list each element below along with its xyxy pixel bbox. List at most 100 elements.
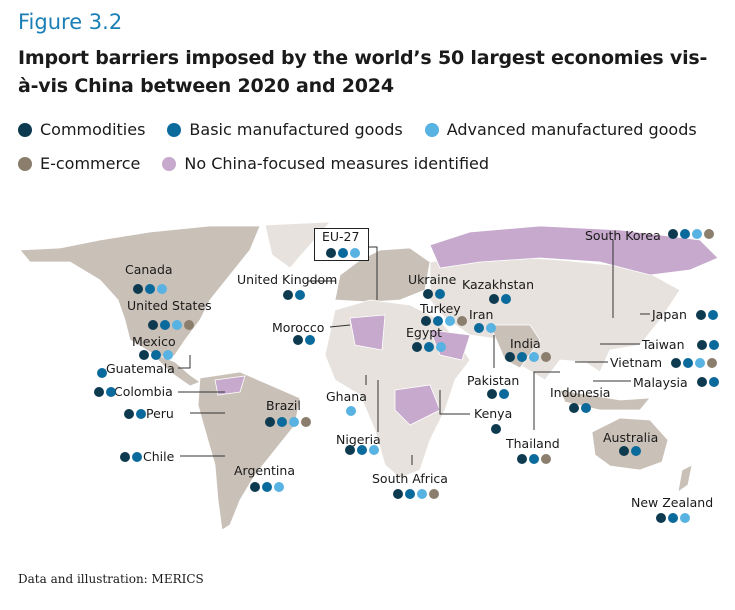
- central-africa-none: [394, 384, 441, 426]
- ecommerce-dot: [541, 454, 551, 464]
- country-label-india: India: [510, 336, 541, 351]
- commodities-dot: [421, 316, 431, 326]
- basic-dot: [338, 248, 348, 258]
- country-label-indonesia: Indonesia: [550, 385, 611, 400]
- measure-dots-thailand: [517, 454, 551, 464]
- country-label-eu-27: EU-27: [322, 229, 360, 244]
- north-america: [19, 225, 261, 363]
- measure-dots-chile: [120, 452, 142, 462]
- measure-dots-brazil: [265, 417, 311, 427]
- advanced-dot: [680, 513, 690, 523]
- country-label-colombia: Colombia: [114, 384, 173, 399]
- commodities-dot: [517, 454, 527, 464]
- commodities-dot: [133, 284, 143, 294]
- commodities-dot: [491, 424, 501, 434]
- ecommerce-dot: [707, 358, 717, 368]
- basic-dot: [474, 323, 484, 333]
- basic-dot: [529, 454, 539, 464]
- legend-label: Commodities: [40, 120, 146, 139]
- ecommerce-dot: [184, 320, 194, 330]
- basic-dot: [305, 335, 315, 345]
- commodities-dot: [326, 248, 336, 258]
- country-label-kazakhstan: Kazakhstan: [462, 277, 535, 292]
- commodities-dot: [139, 350, 149, 360]
- country-label-vietnam: Vietnam: [610, 355, 663, 370]
- commodities-dot: [250, 482, 260, 492]
- commodities-dot: [619, 446, 629, 456]
- commodities-swatch-icon: [18, 122, 32, 137]
- measure-dots-colombia: [94, 387, 116, 397]
- measure-dots-ghana: [346, 406, 356, 416]
- advanced-dot: [172, 320, 182, 330]
- measure-dots-egypt: [412, 342, 446, 352]
- advanced-dot: [163, 350, 173, 360]
- basic-dot: [709, 377, 719, 387]
- measure-dots-eu-27: [326, 248, 360, 258]
- commodities-dot: [423, 289, 433, 299]
- country-label-canada: Canada: [125, 262, 173, 277]
- advanced-dot: [289, 417, 299, 427]
- legend-basic: Basic manufactured goods: [167, 120, 403, 139]
- commodities-dot: [697, 377, 707, 387]
- figure-title: Import barriers imposed by the world’s 5…: [18, 47, 708, 97]
- commodities-dot: [120, 452, 130, 462]
- measure-dots-turkey: [421, 316, 467, 326]
- measure-dots-kenya: [491, 424, 501, 434]
- commodities-dot: [293, 335, 303, 345]
- basic-dot: [405, 489, 415, 499]
- europe: [334, 247, 431, 303]
- measure-dots-united-states: [148, 320, 194, 330]
- ecommerce-dot: [301, 417, 311, 427]
- legend-label: Advanced manufactured goods: [446, 120, 697, 139]
- measure-dots-canada: [133, 284, 167, 294]
- basic-dot: [106, 387, 116, 397]
- advanced-swatch-icon: [424, 122, 439, 137]
- basic-dot: [433, 316, 443, 326]
- advanced-dot: [350, 248, 360, 258]
- measure-dots-peru: [124, 409, 146, 419]
- commodities-dot: [94, 387, 104, 397]
- legend-none: No China-focused measures identified: [162, 154, 489, 173]
- commodities-dot: [148, 320, 158, 330]
- country-label-egypt: Egypt: [406, 325, 443, 340]
- legend-row-2: E-commerce No China-focused measures ide…: [18, 154, 489, 173]
- basic-dot: [709, 340, 719, 350]
- basic-dot: [668, 513, 678, 523]
- commodities-dot: [124, 409, 134, 419]
- basic-dot: [501, 294, 511, 304]
- country-label-turkey: Turkey: [420, 301, 461, 316]
- advanced-dot: [274, 482, 284, 492]
- measure-dots-united-kingdom: [283, 290, 305, 300]
- legend-row-1: Commodities Basic manufactured goods Adv…: [18, 120, 697, 139]
- commodities-dot: [668, 229, 678, 239]
- russia: [429, 225, 719, 276]
- measure-dots-ukraine: [423, 289, 445, 299]
- basic-dot: [435, 289, 445, 299]
- legend-label: Basic manufactured goods: [189, 120, 403, 139]
- measure-dots-morocco: [293, 335, 315, 345]
- advanced-dot: [486, 323, 496, 333]
- basic-dot: [517, 352, 527, 362]
- basic-dot: [262, 482, 272, 492]
- basic-dot: [581, 403, 591, 413]
- basic-dot: [97, 368, 107, 378]
- legend-advanced: Advanced manufactured goods: [424, 120, 697, 139]
- north-africa-none: [349, 314, 386, 351]
- none-swatch-icon: [162, 156, 177, 171]
- country-label-guatemala: Guatemala: [106, 361, 175, 376]
- legend-commodities: Commodities: [18, 120, 145, 139]
- measure-dots-indonesia: [569, 403, 591, 413]
- country-label-new-zealand: New Zealand: [631, 495, 714, 510]
- advanced-dot: [445, 316, 455, 326]
- country-label-mexico: Mexico: [132, 334, 176, 349]
- country-label-kenya: Kenya: [474, 406, 513, 421]
- commodities-dot: [265, 417, 275, 427]
- measure-dots-taiwan: [697, 340, 719, 350]
- country-label-japan: Japan: [652, 307, 687, 322]
- measure-dots-iran: [474, 323, 496, 333]
- new-zealand: [677, 464, 693, 493]
- basic-dot: [160, 320, 170, 330]
- country-label-ukraine: Ukraine: [408, 272, 457, 287]
